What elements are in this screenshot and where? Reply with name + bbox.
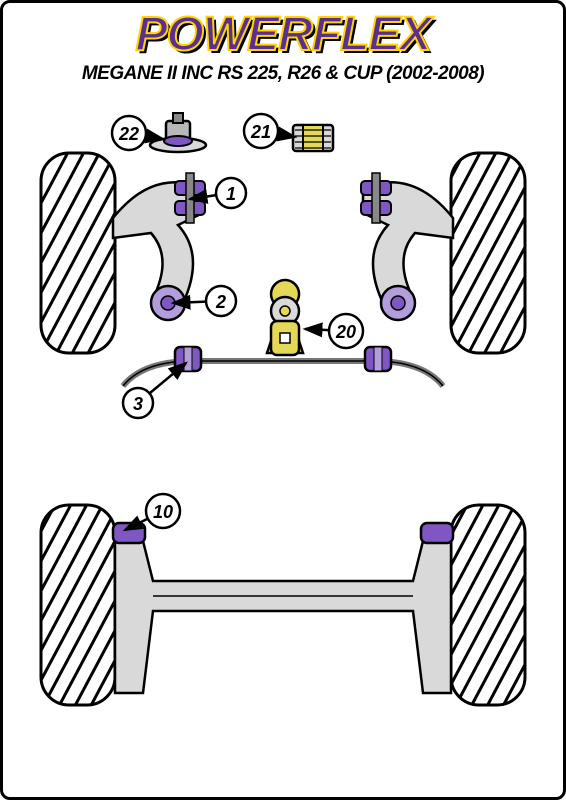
front-wishbone-left — [113, 173, 205, 320]
callout-label-1: 1 — [226, 184, 236, 204]
callout-label-21: 21 — [250, 122, 271, 142]
callout-label-22: 22 — [118, 124, 139, 144]
callout-label-10: 10 — [153, 502, 173, 522]
diagram-frame: POWERFLEX MEGANE II INC RS 225, R26 & CU… — [0, 0, 566, 800]
rear-beam — [113, 529, 453, 693]
callout-leader-2 — [173, 302, 206, 303]
callout-leader-20 — [305, 329, 329, 330]
tire-front-right — [451, 153, 525, 353]
chassis-diagram: 1 2 3 10 20 21 22 — [3, 3, 563, 797]
bush-10 — [113, 523, 145, 543]
upper-engine-mount — [293, 125, 333, 151]
bush-10 — [421, 523, 453, 543]
tire-front-left — [41, 153, 115, 353]
gearbox-mount — [150, 113, 206, 152]
front-anti-roll-bar — [123, 361, 443, 386]
callout-label-3: 3 — [133, 394, 143, 414]
tire-rear-left — [41, 505, 115, 705]
lower-engine-mount — [267, 280, 303, 355]
callout-label-2: 2 — [215, 292, 226, 312]
callout-label-20: 20 — [335, 322, 356, 342]
front-wishbone-right — [361, 173, 453, 320]
callout-leader-22 — [146, 136, 163, 139]
tire-rear-right — [451, 505, 525, 705]
